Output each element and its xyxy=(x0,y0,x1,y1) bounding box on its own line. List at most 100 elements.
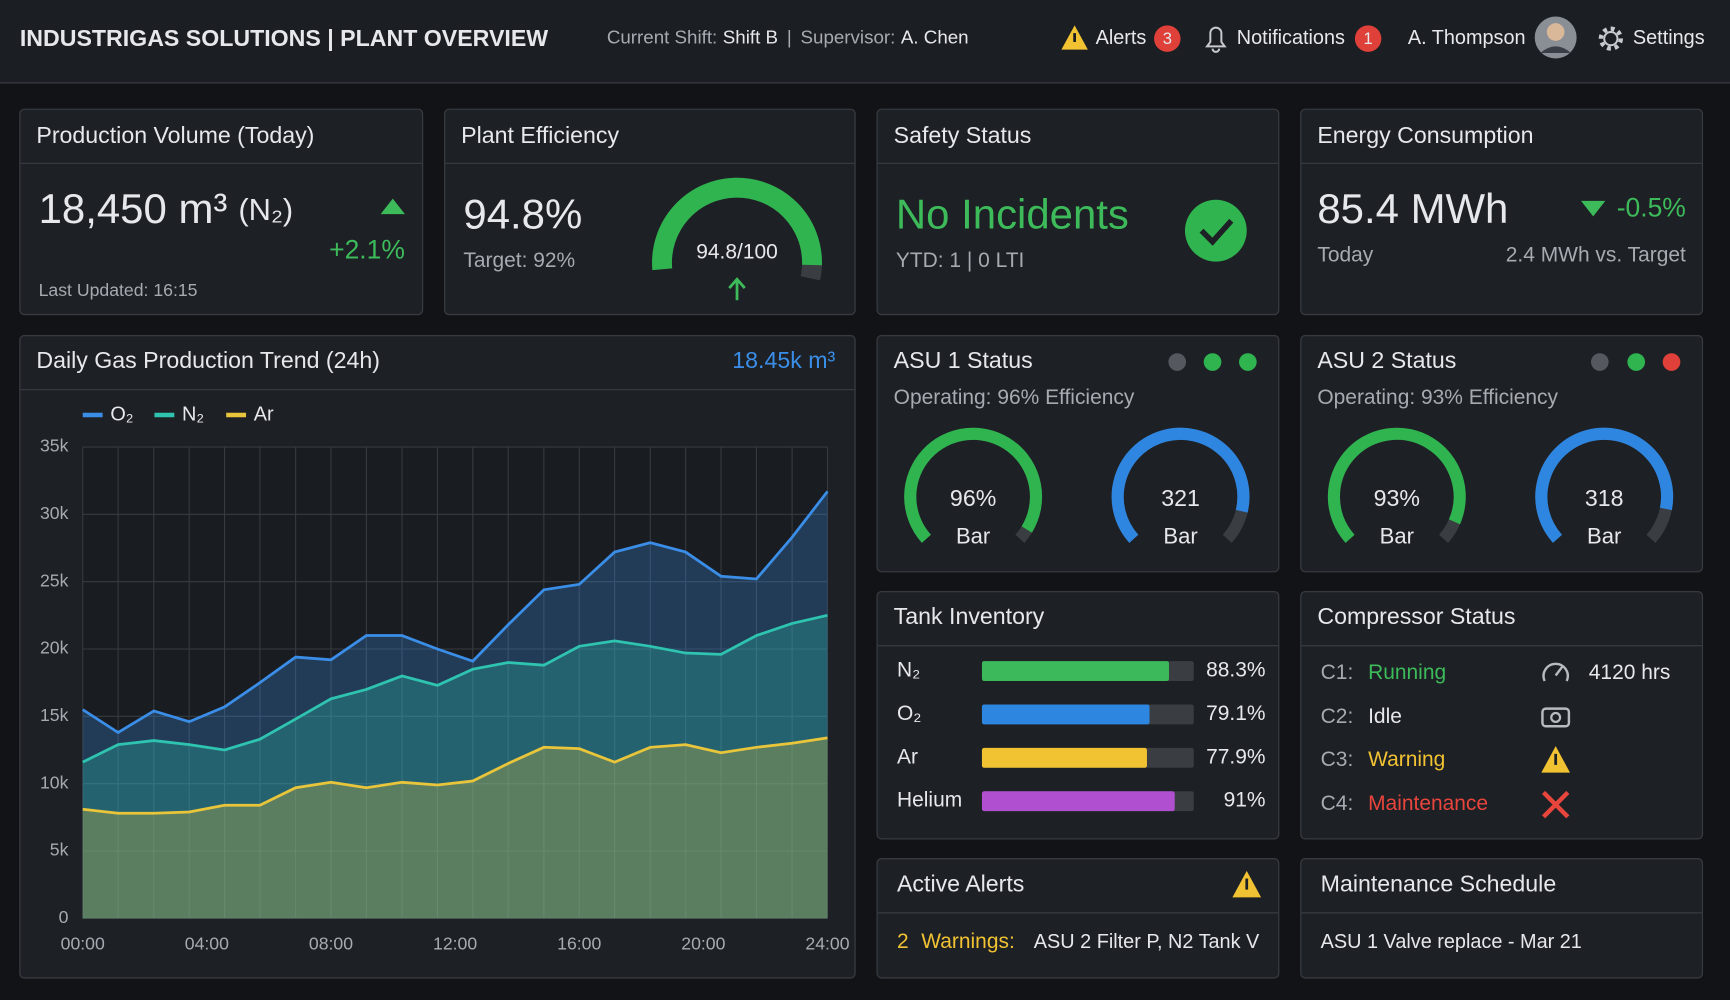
gauge-unit: Bar xyxy=(1380,523,1414,548)
x-tick-label: 20:00 xyxy=(681,933,725,953)
alerts-badge xyxy=(1154,25,1181,52)
tank-bar xyxy=(981,747,1147,768)
compressor-card xyxy=(1300,590,1704,840)
asu-status: Operating: 93% Efficiency xyxy=(1317,386,1558,409)
gauge-label: 321 xyxy=(1161,485,1200,511)
x-tick-label: 04:00 xyxy=(185,933,229,953)
idle-icon xyxy=(1541,707,1571,728)
energy-period: Today xyxy=(1317,244,1373,267)
alert-text: ASU 2 Filter P, N2 Tank V xyxy=(1034,931,1260,953)
avatar-body xyxy=(1540,46,1572,53)
tank-bar xyxy=(981,791,1175,812)
compressor-status: Idle xyxy=(1368,705,1402,728)
notifications-count: 1 xyxy=(1364,29,1373,48)
status-dot xyxy=(1168,353,1187,371)
maintenance-card xyxy=(1300,858,1704,979)
tank-bar xyxy=(981,661,1170,682)
alerts-button[interactable]: Alerts 3 xyxy=(1061,25,1181,52)
gauge-unit: Bar xyxy=(1587,523,1621,548)
compressor-status: Maintenance xyxy=(1368,792,1488,815)
series-line xyxy=(82,736,828,815)
compressor-status: Warning xyxy=(1368,748,1445,771)
area-fill xyxy=(82,737,828,919)
up-arrow xyxy=(728,277,746,301)
maintenance-icon xyxy=(1541,790,1570,819)
card-title: Tank Inventory xyxy=(894,603,1045,629)
gauge-value xyxy=(1535,427,1674,543)
user-name: A. Thompson xyxy=(1408,27,1526,49)
production-value: 18,450 m³ (N₂) xyxy=(39,185,294,232)
compressor-id: C2: xyxy=(1321,705,1354,728)
shift: Shift B xyxy=(723,27,778,48)
compressor-hours: 4120 hrs xyxy=(1589,661,1671,684)
card-title: Maintenance Schedule xyxy=(1321,870,1557,896)
user-menu[interactable]: A. Thompson xyxy=(1408,16,1577,59)
chart-total: 18.45k m³ xyxy=(732,347,835,373)
energy-card xyxy=(1300,108,1704,316)
gauge-icon-needle xyxy=(1554,665,1564,677)
chart: 0 5k 10k 15k 20k 25k 30k 35k 00:00 04:00 08:00 12:0… xyxy=(40,403,850,953)
settings-label: Settings xyxy=(1633,27,1705,49)
tank-name: Ar xyxy=(897,745,918,768)
x-tick-label: 00:00 xyxy=(61,933,105,953)
alerts-count: 3 xyxy=(1163,29,1172,48)
gauge-label: 318 xyxy=(1585,485,1624,511)
production-gas: (N₂) xyxy=(238,192,293,227)
bell-icon xyxy=(1205,26,1227,53)
area-fill xyxy=(82,615,828,919)
card-title: Safety Status xyxy=(894,122,1032,148)
gauge-icon xyxy=(1542,662,1570,682)
safety-detail: YTD: 1 | 0 LTI xyxy=(896,249,1024,272)
tank-name: O₂ xyxy=(897,702,921,725)
y-tick-label: 15k xyxy=(40,705,69,725)
card-title: ASU 1 Status xyxy=(894,347,1033,373)
header-bar xyxy=(0,0,1730,83)
energy-value: 85.4 MWh xyxy=(1317,185,1508,232)
check-mark xyxy=(1199,218,1234,246)
supervisor: A. Chen xyxy=(901,27,969,48)
x-tick-label: 24:00 xyxy=(805,933,849,953)
y-tick-label: 5k xyxy=(50,840,69,860)
notifications-button[interactable]: Notifications 1 xyxy=(1205,25,1382,53)
alert-count: 2 xyxy=(897,930,909,953)
tank-name: N₂ xyxy=(897,659,920,682)
asu-gauge: 318 Bar xyxy=(1535,427,1674,548)
tank-list: N₂ 88.3% O₂ 79.1% Ar 77.9% Helium 91% xyxy=(897,659,1266,812)
series-line xyxy=(82,613,828,764)
down-triangle xyxy=(1581,200,1606,217)
tank-value: 91% xyxy=(1224,789,1266,812)
gear-teeth xyxy=(1598,26,1623,51)
check-icon xyxy=(1184,199,1247,262)
compressor-status: Running xyxy=(1368,661,1446,684)
alert-label: Warnings: xyxy=(921,930,1015,953)
settings-button[interactable]: Settings xyxy=(1598,26,1705,51)
asu-gauge: 321 Bar xyxy=(1111,427,1250,548)
status-dot xyxy=(1239,353,1257,371)
safety-status: No Incidents xyxy=(896,191,1129,238)
y-tick-label: 10k xyxy=(40,772,69,792)
gear-icon xyxy=(1603,31,1619,47)
status-dot xyxy=(1662,353,1681,371)
status-dot xyxy=(1203,353,1222,371)
card-title: Energy Consumption xyxy=(1317,122,1533,148)
gauge-unit: Bar xyxy=(956,523,990,548)
efficiency-target: Target: 92% xyxy=(463,249,575,272)
card-title: Production Volume (Today) xyxy=(36,122,314,148)
avatar-face xyxy=(1546,23,1565,41)
chart-title: Daily Gas Production Trend (24h) xyxy=(36,347,380,373)
up-triangle xyxy=(380,198,405,215)
asu-status: Operating: 96% Efficiency xyxy=(894,386,1135,409)
series-line xyxy=(81,490,829,735)
asu2-card xyxy=(1300,334,1704,573)
tank-name: Helium xyxy=(897,789,962,812)
notifications-badge xyxy=(1354,25,1382,52)
card-title: Plant Efficiency xyxy=(461,122,619,148)
shift-info: Current Shift: Shift B | Supervisor: A. Chen xyxy=(607,27,969,48)
efficiency-card xyxy=(443,108,856,316)
efficiency-gauge: 94.8/100 xyxy=(652,177,822,281)
app-title: INDUSTRIGAS SOLUTIONS | PLANT OVERVIEW xyxy=(20,25,548,51)
efficiency-value: 94.8% xyxy=(463,191,582,238)
card-title: Active Alerts xyxy=(897,870,1024,896)
y-tick-label: 35k xyxy=(40,436,69,456)
